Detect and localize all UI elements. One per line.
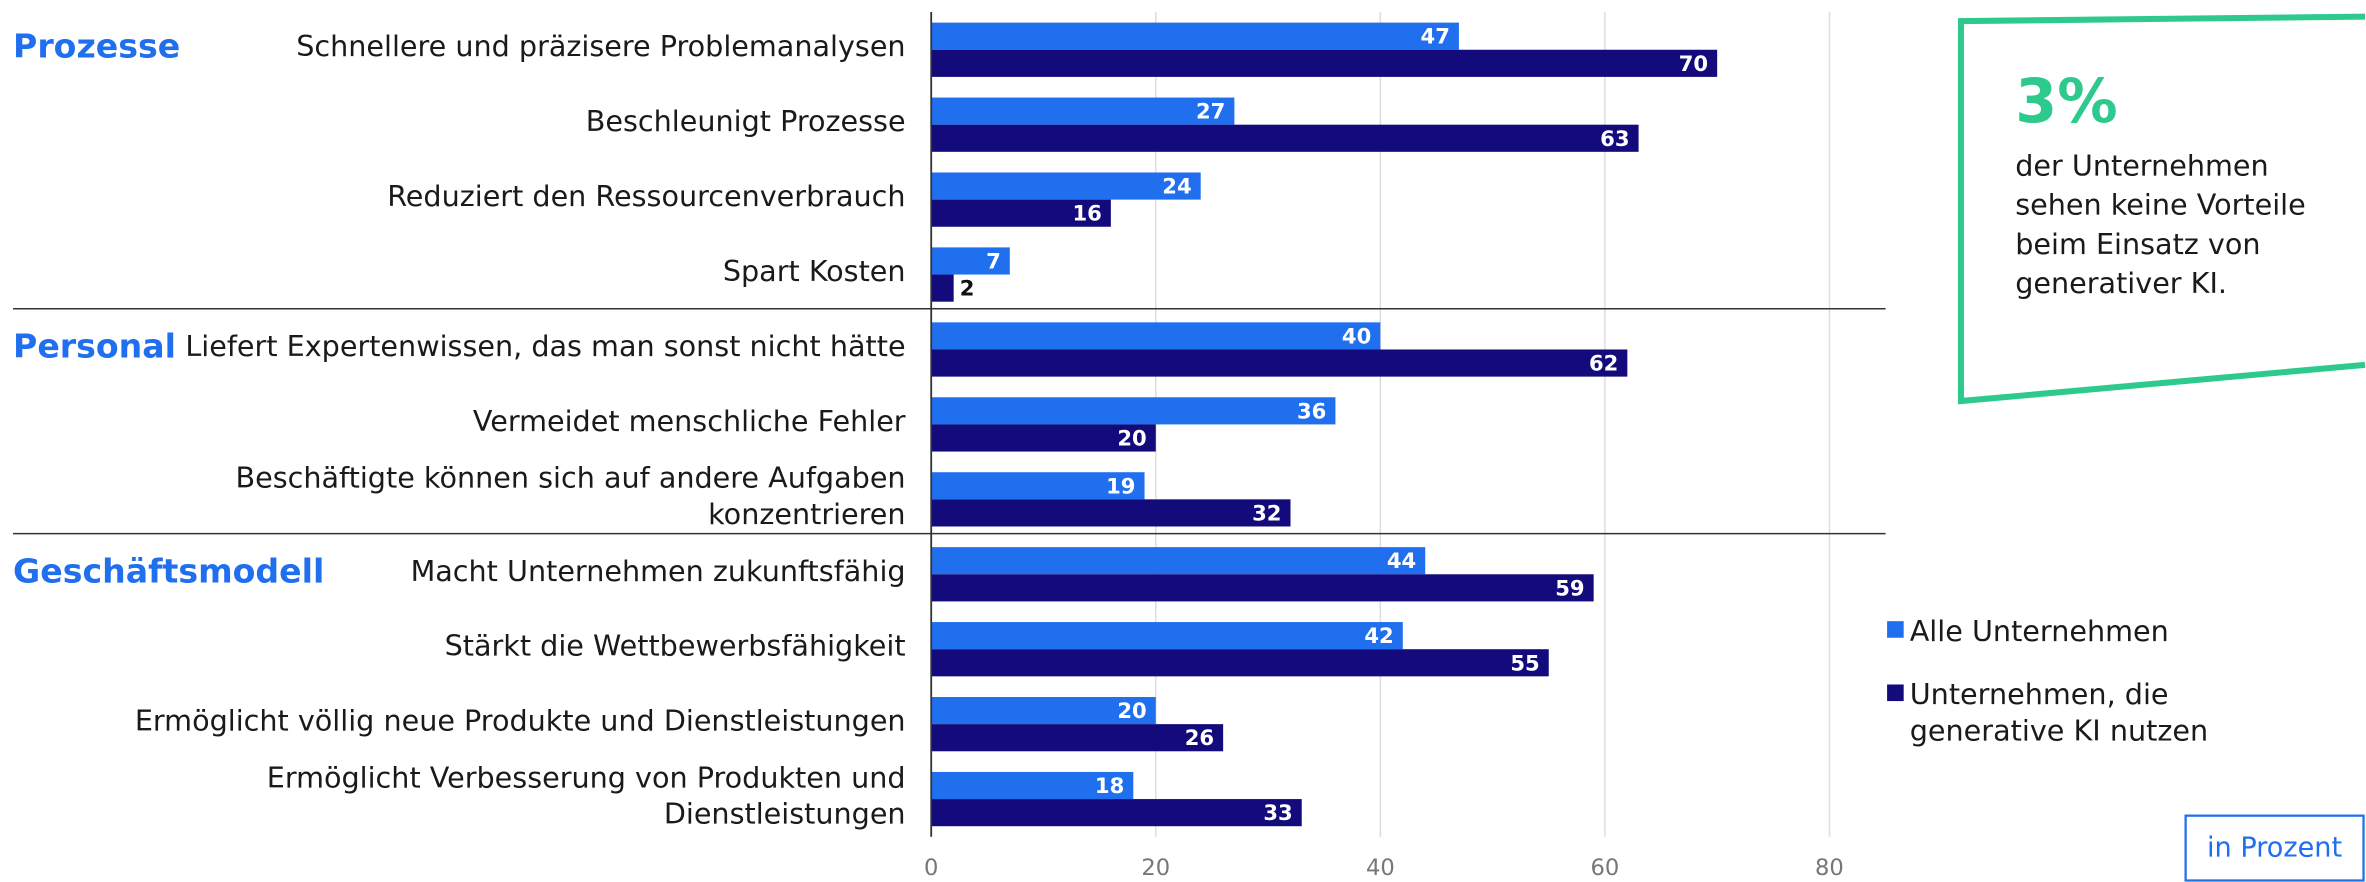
group-label: Geschäftsmodell [13,551,324,590]
value-label: 47 [1421,24,1450,49]
bar [931,724,1224,752]
category-label: Vermeidet menschliche Fehler [473,404,906,438]
category-label: Dienstleistungen [664,797,906,831]
category-label: Reduziert den Ressourcenverbrauch [387,179,905,213]
unit-box [2184,814,2365,882]
bar [931,274,954,302]
value-label: 59 [1555,575,1584,600]
bar [931,499,1291,527]
value-label: 2 [960,276,975,301]
callout-text: beim Einsatz von [2015,227,2260,261]
category-label: Schnellere und präzisere Problemanalysen [296,29,905,63]
bar [931,349,1628,377]
legend-entry: Unternehmen, die generative KI nutzen [1909,678,2209,748]
value-label: 18 [1095,773,1124,798]
bar [931,397,1336,425]
bar [931,799,1302,827]
value-label: 20 [1117,698,1146,723]
category-label: Ermöglicht Verbesserung von Produkten un… [267,760,906,794]
value-label: 20 [1117,425,1146,450]
bar [931,771,1134,800]
bar [931,22,1459,50]
group-label: Personal [13,326,176,365]
value-label: 16 [1072,201,1101,226]
value-label: 33 [1263,800,1292,825]
legend-entry: Alle Unternehmen [1909,615,2169,649]
x-tick-label: 20 [1141,855,1170,881]
bar [931,49,1718,77]
value-label: 7 [986,248,1001,273]
value-label: 44 [1387,548,1416,573]
x-tick-label: 0 [924,855,938,881]
bar [931,697,1156,725]
bar [931,574,1594,602]
legend-label: Unternehmen, die generative KI nutzen [1909,678,2209,748]
bar [931,424,1156,452]
value-label: 62 [1589,351,1618,376]
x-tick-label: 60 [1590,855,1619,881]
legend-label: Alle Unternehmen [1909,615,2169,649]
value-label: 36 [1297,398,1326,423]
bar [931,622,1403,650]
category-label: konzentrieren [708,497,905,531]
legend-swatch [1887,684,1904,702]
category-label: Beschleunigt Prozesse [586,104,906,138]
value-label: 42 [1364,623,1393,648]
group-label: Prozesse [13,27,180,66]
bar [931,322,1381,350]
bar [931,97,1235,125]
callout-headline: 3% [2015,67,2117,137]
unit-note: in Prozent [2207,832,2342,863]
category-label: Liefert Expertenwissen, das man sonst ni… [185,329,905,363]
value-label: 40 [1342,323,1371,348]
category-label: Stärkt die Wettbewerbsfähigkeit [445,629,906,663]
value-label: 32 [1252,500,1281,525]
x-tick-label: 40 [1366,855,1395,881]
value-label: 27 [1196,99,1225,124]
bar [931,247,1010,275]
callout-box [1957,13,2366,405]
category-label: Spart Kosten [723,254,906,288]
value-label: 63 [1600,126,1629,151]
bar [931,472,1145,500]
value-label: 55 [1510,650,1539,675]
bar [931,199,1111,227]
callout-text: generativer KI. [2015,266,2227,300]
callout-text: der Unternehmen [2015,148,2268,182]
value-label: 70 [1679,51,1708,76]
legend-swatch [1887,621,1904,638]
bar [931,172,1201,200]
callout-text: sehen keine Vorteile [2015,188,2305,222]
bar [931,547,1426,575]
bar [931,124,1639,152]
category-label: Ermöglicht völlig neue Produkte und Dien… [135,704,906,738]
category-label: Macht Unternehmen zukunftsfähig [411,554,906,588]
value-label: 26 [1185,725,1214,750]
value-label: 24 [1162,174,1191,199]
value-label: 19 [1106,473,1135,498]
x-tick-label: 80 [1815,855,1844,881]
category-label: Beschäftigte können sich auf andere Aufg… [235,461,905,495]
bar [931,649,1549,677]
